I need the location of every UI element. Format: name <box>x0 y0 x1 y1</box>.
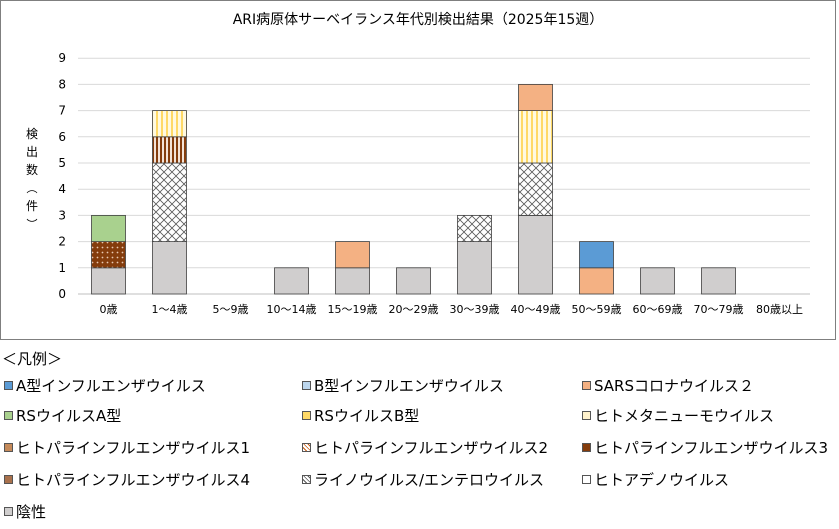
y-axis-label: 検出数 ︵ 件 ︶ <box>26 127 38 231</box>
bar-segment <box>152 136 187 164</box>
y-tick-label: 8 <box>58 77 66 91</box>
bar-segment <box>91 267 126 295</box>
chart-title: ARI病原体サーベイランス年代別検出結果（2025年15週） <box>233 12 604 28</box>
y-tick-label: 0 <box>58 287 66 301</box>
bars <box>91 84 736 295</box>
x-tick-label: 80歳以上 <box>756 303 803 316</box>
legend-item: ヒトパラインフルエンザウイルス1 <box>4 437 250 458</box>
x-tick-labels: 0歳 1～4歳 5～9歳 10～14歳 15～19歳 20～29歳 30～39歳 40～49歳… <box>100 303 804 316</box>
legend-swatch <box>582 475 591 484</box>
x-tick-label: 1～4歳 <box>152 303 188 316</box>
y-tick-label: 4 <box>58 182 66 196</box>
bar-segment <box>457 214 492 242</box>
bar-segment <box>335 241 370 269</box>
legend-label: ヒトパラインフルエンザウイルス3 <box>594 439 829 457</box>
y-axis-label-char: 出 <box>26 145 38 159</box>
bar-segment <box>457 241 492 295</box>
y-tick-label: 7 <box>58 104 66 118</box>
legend-item: ヒトパラインフルエンザウイルス3 <box>582 437 828 458</box>
legend-swatch <box>302 381 311 390</box>
legend-label: ヒトアデノウイルス <box>594 471 730 489</box>
bar-segment <box>579 267 614 295</box>
legend-label: ヒトパラインフルエンザウイルス1 <box>16 439 251 457</box>
y-axis-label-char: 件 <box>26 199 38 213</box>
y-tick-label: 1 <box>58 261 66 275</box>
legend-label: ヒトパラインフルエンザウイルス4 <box>16 471 251 489</box>
legend-label: RSウイルスB型 <box>314 407 420 425</box>
x-tick-label: 20～29歳 <box>389 303 439 316</box>
legend-item: ヒトパラインフルエンザウイルス4 <box>4 469 250 490</box>
y-axis-label-char: 検 <box>26 127 38 141</box>
legend-swatch <box>4 381 13 390</box>
legend-swatch <box>4 475 13 484</box>
legend-title: ＜凡例＞ <box>2 350 63 368</box>
legend-label: RSウイルスA型 <box>16 407 122 425</box>
bar-segment <box>518 84 553 112</box>
legend-swatch <box>582 381 591 390</box>
x-tick-label: 70～79歳 <box>694 303 744 316</box>
legend-label: ヒトメタニューモウイルス <box>594 407 775 425</box>
x-tick-label: 15～19歳 <box>328 303 378 316</box>
y-tick-label: 2 <box>58 235 66 249</box>
y-axis-label-char: ︵ <box>27 182 38 195</box>
bar-segment <box>91 214 126 242</box>
legend-item: RSウイルスA型 <box>4 405 121 426</box>
legend-item: 陰性 <box>4 501 46 522</box>
legend-item: B型インフルエンザウイルス <box>302 375 504 396</box>
x-tick-label: 10～14歳 <box>267 303 317 316</box>
y-tick-label: 5 <box>58 156 66 170</box>
bar-segment <box>579 241 614 269</box>
bar-segment <box>274 267 309 295</box>
x-tick-label: 50～59歳 <box>572 303 622 316</box>
bar-segment <box>152 110 187 138</box>
bar-segment <box>335 267 370 295</box>
legend-label: 陰性 <box>16 503 47 521</box>
legend-swatch <box>4 507 13 516</box>
bar-segment <box>396 267 431 295</box>
x-tick-label: 40～49歳 <box>511 303 561 316</box>
legend-swatch <box>582 443 591 452</box>
chart-svg: ARI病原体サーベイランス年代別検出結果（2025年15週） 0 1 2 3 4 5 6 7 8… <box>26 12 810 316</box>
legend-swatch <box>302 475 311 484</box>
legend-label: A型インフルエンザウイルス <box>16 377 206 395</box>
legend-item: SARSコロナウイルス２ <box>582 375 754 396</box>
legend-label: SARSコロナウイルス２ <box>594 377 755 395</box>
legend-item: ヒトパラインフルエンザウイルス2 <box>302 437 548 458</box>
legend-item: ヒトアデノウイルス <box>582 469 729 490</box>
x-tick-label: 0歳 <box>100 303 118 316</box>
legend-swatch <box>582 411 591 420</box>
x-tick-label: 30～39歳 <box>450 303 500 316</box>
legend-item: RSウイルスB型 <box>302 405 419 426</box>
legend-swatch <box>4 411 13 420</box>
legend-swatch <box>302 443 311 452</box>
x-tick-label: 5～9歳 <box>213 303 249 316</box>
y-tick-labels: 0 1 2 3 4 5 6 7 8 9 <box>58 51 66 301</box>
bar-segment <box>152 241 187 295</box>
bar-segment <box>152 162 187 242</box>
legend-item: ライノウイルス/エンテロウイルス <box>302 469 544 490</box>
y-tick-label: 6 <box>58 130 66 144</box>
bar-segment <box>518 214 553 295</box>
y-tick-label: 3 <box>58 208 66 222</box>
legend-item: A型インフルエンザウイルス <box>4 375 206 396</box>
legend-swatch <box>302 411 311 420</box>
bar-segment <box>640 267 675 295</box>
legend-label: ライノウイルス/エンテロウイルス <box>314 471 545 489</box>
legend-swatch <box>4 443 13 452</box>
bar-segment <box>701 267 736 295</box>
legend-item: ヒトメタニューモウイルス <box>582 405 774 426</box>
bar-segment <box>518 162 553 216</box>
legend-label: B型インフルエンザウイルス <box>314 377 504 395</box>
y-tick-label: 9 <box>58 51 66 65</box>
y-axis-label-char: ︶ <box>27 218 38 231</box>
legend-label: ヒトパラインフルエンザウイルス2 <box>314 439 549 457</box>
bar-segment <box>91 241 126 269</box>
y-axis-label-char: 数 <box>26 162 38 177</box>
x-tick-label: 60～69歳 <box>633 303 683 316</box>
bar-segment <box>518 110 553 164</box>
gridlines <box>78 57 810 295</box>
